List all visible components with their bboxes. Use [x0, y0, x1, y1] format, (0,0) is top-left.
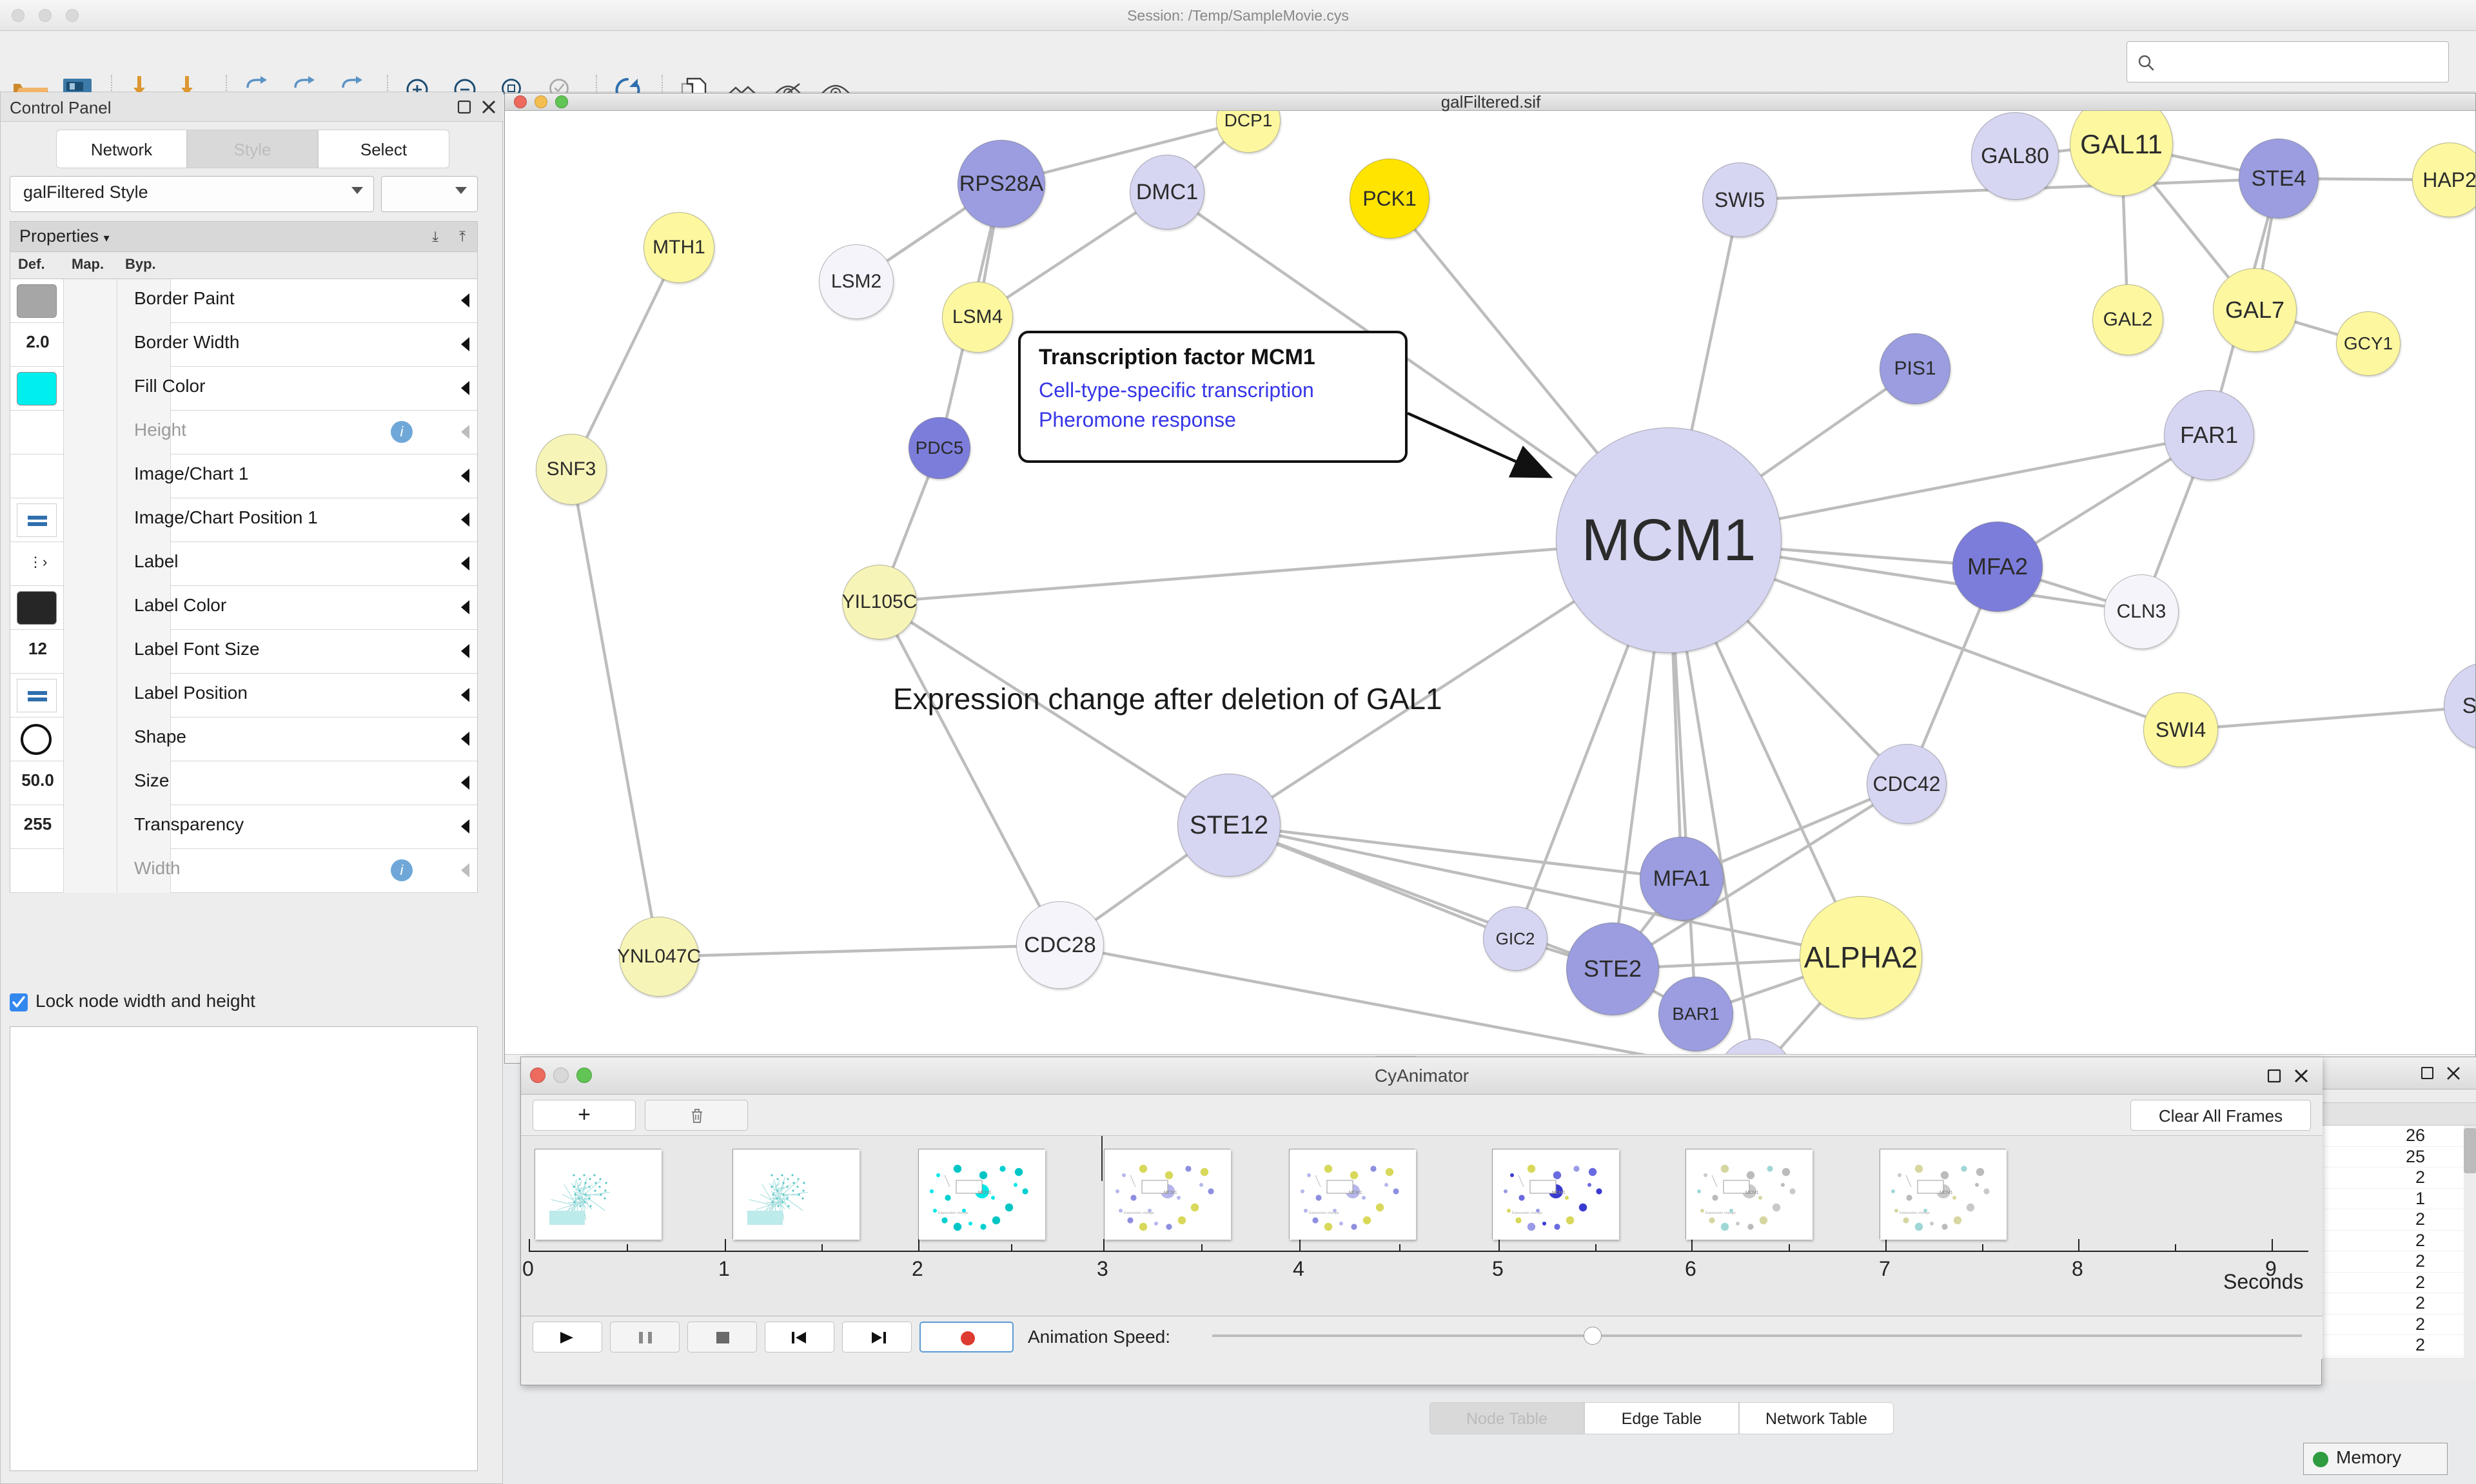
svg-text:Expression change: Expression change	[1900, 1211, 1930, 1215]
svg-text:MCM1: MCM1	[1349, 1191, 1362, 1195]
svg-text:MCM1: MCM1	[1745, 1191, 1759, 1195]
svg-text:Expression change: Expression change	[1705, 1211, 1736, 1215]
svg-text:MCM1: MCM1	[1940, 1191, 1953, 1195]
svg-text:Expression change: Expression change	[938, 1211, 968, 1215]
svg-text:Expression change: Expression change	[1124, 1211, 1154, 1215]
svg-text:MCM1: MCM1	[1552, 1191, 1566, 1195]
svg-text:Expression change: Expression change	[1309, 1211, 1339, 1215]
svg-text:MCM1: MCM1	[978, 1191, 992, 1195]
svg-text:Expression change: Expression change	[1512, 1211, 1542, 1215]
svg-text:MCM1: MCM1	[1164, 1191, 1177, 1195]
